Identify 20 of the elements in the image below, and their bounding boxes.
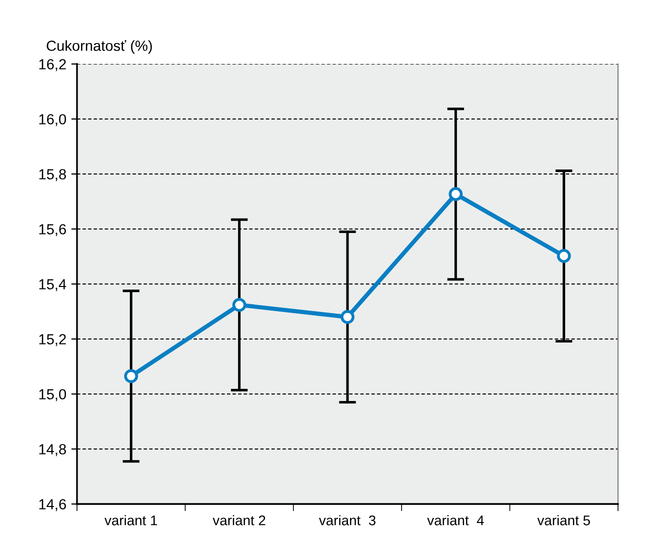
y-tick-label: 16,0 <box>39 114 66 126</box>
y-tick-label: 15,4 <box>39 279 66 292</box>
y-tick-label: 16,2 <box>39 59 66 72</box>
point <box>232 298 246 312</box>
x-tick-label: variant 1 <box>104 515 158 526</box>
point <box>448 187 463 202</box>
y-axis-title: Cukornatosť (%) <box>46 40 152 54</box>
x-tick-label: variant 2 <box>212 515 266 526</box>
point <box>556 249 571 263</box>
y-tick-label: 15,6 <box>39 224 66 236</box>
y-tick-label: 15,8 <box>39 169 66 182</box>
x-tick-label: variant 5 <box>537 515 590 526</box>
y-tick-label: 15,2 <box>39 334 66 346</box>
y-tick-label: 15,0 <box>39 389 66 402</box>
point <box>340 310 354 324</box>
point <box>124 369 138 384</box>
y-tick-label: 14,6 <box>39 499 66 512</box>
x-tick-label: variant 3 <box>318 515 376 526</box>
x-tick-label: variant 4 <box>427 515 484 526</box>
y-tick-label: 14,8 <box>39 444 66 456</box>
